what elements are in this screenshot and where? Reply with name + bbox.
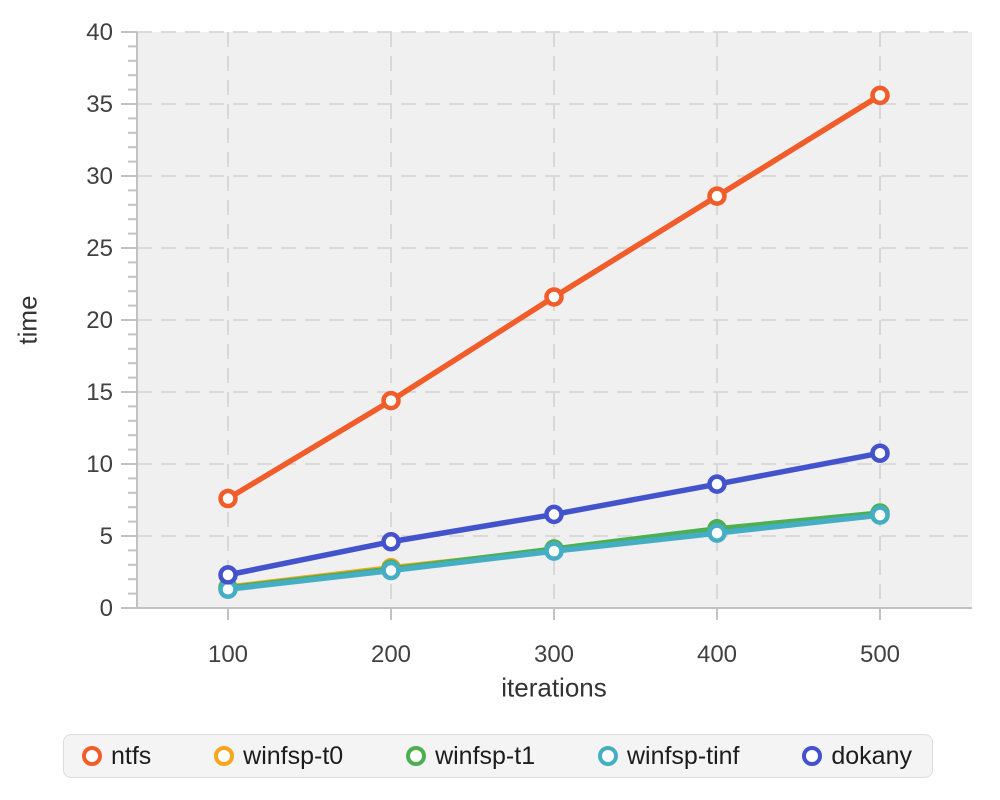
legend-label: winfsp-t1 [435, 741, 536, 770]
svg-text:0: 0 [100, 595, 113, 622]
ntfs-point-marker-icon [218, 488, 238, 509]
svg-text:500: 500 [860, 641, 900, 668]
legend-label: dokany [831, 741, 912, 770]
x-axis-title: iterations [501, 672, 607, 703]
legend-label: ntfs [111, 741, 152, 770]
dokany-point-marker-icon [381, 532, 401, 552]
winfsp-tinf-point-marker-icon [707, 523, 727, 543]
svg-text:300: 300 [534, 641, 574, 668]
svg-text:30: 30 [86, 163, 113, 190]
dokany-point-marker-icon [870, 443, 890, 463]
svg-text:10: 10 [86, 451, 113, 478]
x-tick-labels: 100 200 300 400 500 [208, 641, 900, 668]
ntfs-point-marker-icon [870, 85, 890, 106]
legend-item-ntfs: ntfs [82, 742, 151, 771]
series-ntfs [218, 85, 890, 509]
dokany-point-marker-icon [707, 474, 727, 494]
series-winfsp-tinf [218, 505, 890, 600]
winfsp-tinf-point-marker-icon [870, 505, 890, 525]
legend-item-winfsp-t0: winfsp-t0 [214, 742, 343, 771]
legend-item-winfsp-t1: winfsp-t1 [406, 742, 535, 771]
winfsp-tinf-point-marker-icon [544, 541, 564, 561]
svg-text:400: 400 [697, 641, 737, 668]
ntfs-point-marker-icon [544, 287, 564, 307]
winfsp-t1-ring-marker-icon [406, 746, 427, 766]
svg-text:35: 35 [86, 91, 113, 118]
svg-text:20: 20 [86, 307, 113, 334]
ntfs-point-marker-icon [707, 186, 727, 206]
svg-text:200: 200 [371, 641, 411, 668]
legend-label: winfsp-t0 [243, 741, 344, 770]
y-ticks [121, 31, 137, 609]
gridlines [137, 31, 972, 608]
dokany-ring-marker-icon [802, 746, 823, 766]
ntfs-point-marker-icon [381, 390, 401, 411]
winfsp-tinf-ring-marker-icon [597, 746, 618, 766]
legend: ntfs winfsp-t0 winfsp-t1 winfsp-tinf dok… [63, 734, 933, 778]
series-dokany [218, 443, 890, 585]
legend-item-winfsp-tinf: winfsp-tinf [597, 741, 740, 771]
svg-text:5: 5 [100, 523, 113, 550]
svg-text:15: 15 [86, 379, 113, 406]
y-tick-labels: 0 5 10 15 20 25 30 35 40 [86, 19, 113, 622]
svg-text:40: 40 [86, 19, 113, 46]
winfsp-t0-ring-marker-icon [214, 746, 235, 766]
dokany-point-marker-icon [544, 504, 564, 525]
dokany-point-marker-icon [218, 565, 238, 585]
ntfs-ring-marker-icon [82, 746, 102, 766]
y-axis-title: time [12, 295, 43, 345]
legend-item-dokany: dokany [802, 742, 912, 771]
winfsp-tinf-point-marker-icon [381, 560, 401, 581]
svg-text:100: 100 [208, 641, 248, 668]
svg-text:25: 25 [86, 235, 113, 262]
legend-label: winfsp-tinf [626, 741, 740, 770]
x-ticks [227, 608, 881, 620]
